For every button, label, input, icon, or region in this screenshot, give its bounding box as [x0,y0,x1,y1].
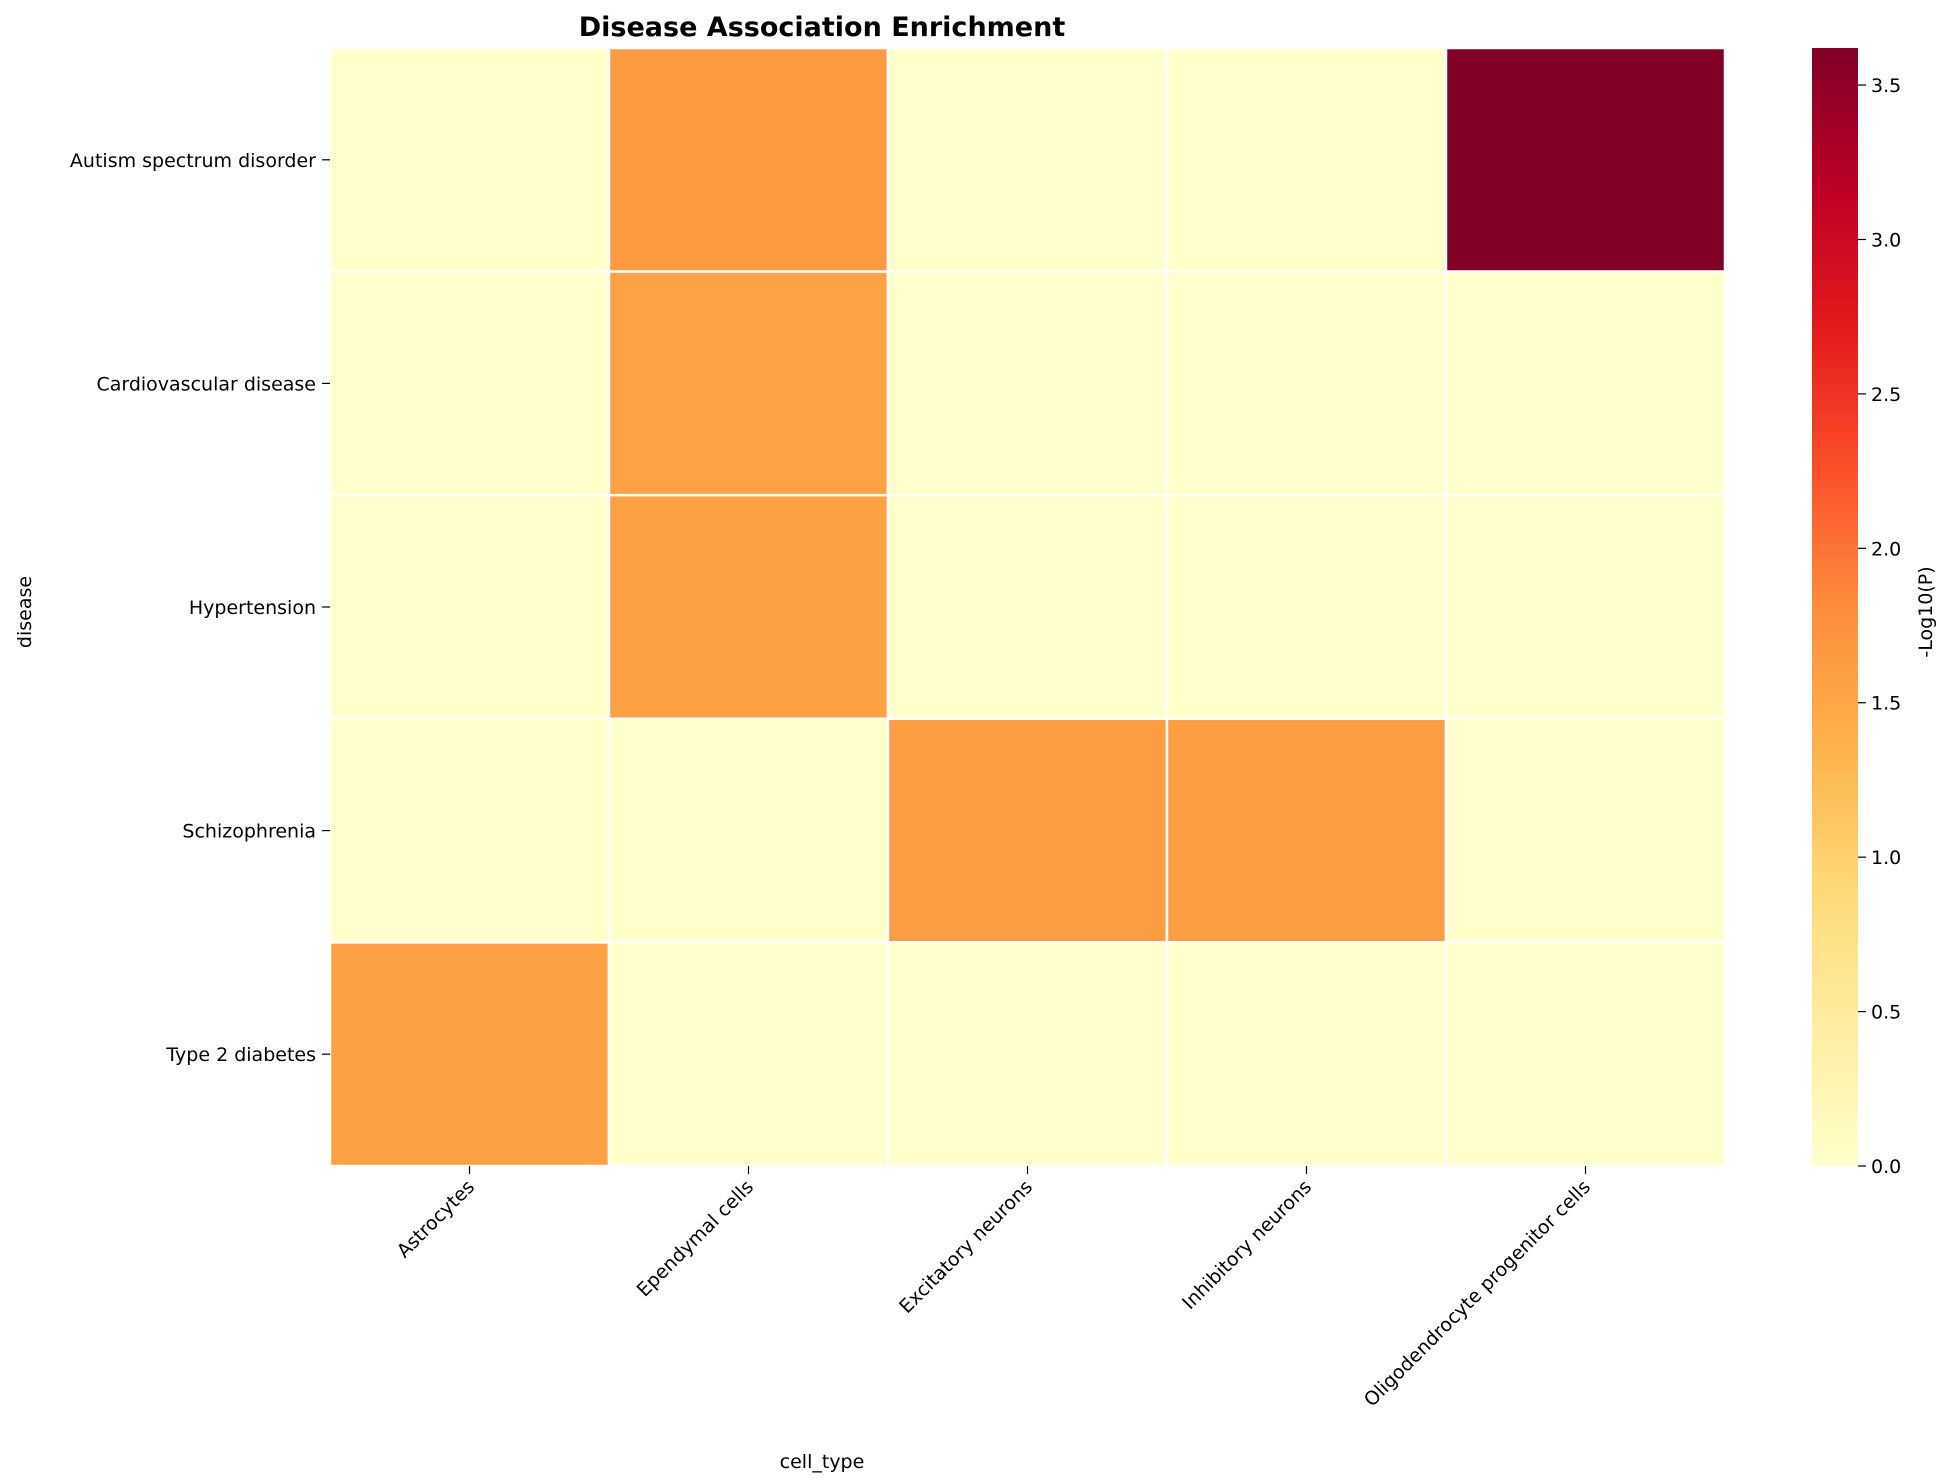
x-tick-label-oligodendrocyte-progenitor-cells: Oligodendrocyte progenitor cells [1360,1176,1595,1411]
x-axis-label: cell_type [780,1451,865,1473]
x-tick-label-astrocytes: Astrocytes [393,1176,479,1262]
heatmap-cell-type-2-diabetes-ependymal-cells [607,941,890,1168]
colorbar-tick-label: 0.5 [1871,1002,1901,1024]
x-tick-label-ependymal-cells: Ependymal cells [633,1176,758,1301]
heatmap-cell-type-2-diabetes-astrocytes [328,941,611,1168]
y-tick-label-type-2-diabetes: Type 2 diabetes [165,1044,316,1066]
heatmap-cell-hypertension-astrocytes [328,493,611,721]
heatmap-cell-type-2-diabetes-inhibitory-neurons [1165,941,1448,1168]
y-tick-label-schizophrenia: Schizophrenia [182,821,316,843]
heatmap-cell-cardiovascular-disease-excitatory-neurons [886,270,1169,497]
colorbar-tick-label: 3.0 [1871,229,1901,251]
heatmap-cell-cardiovascular-disease-ependymal-cells [607,270,890,497]
colorbar-ticks: 0.0 0.5 1.0 1.5 2.0 2.5 3.0 3.5 [1858,75,1901,1178]
heatmap-cell-autism-spectrum-disorder-inhibitory-neurons [1165,46,1448,273]
y-tick-label-cardiovascular-disease: Cardiovascular disease [96,373,316,395]
colorbar-tick-label: 2.0 [1871,538,1901,560]
heatmap-cell-schizophrenia-inhibitory-neurons [1165,717,1448,944]
heatmap-cell-schizophrenia-astrocytes [328,717,611,944]
chart-title: Disease Association Enrichment [579,12,1066,43]
heatmap-cell-cardiovascular-disease-oligodendrocyte-progenitor-cells [1444,270,1727,497]
colorbar: 0.0 0.5 1.0 1.5 2.0 2.5 3.0 3.5 -Log10(P) [1812,48,1937,1178]
x-tick-label-inhibitory-neurons: Inhibitory neurons [1178,1176,1316,1314]
heatmap-cell-hypertension-ependymal-cells [607,493,890,721]
y-tick-label-autism-spectrum-disorder: Autism spectrum disorder [70,150,316,172]
heatmap-cell-type-2-diabetes-excitatory-neurons [886,941,1169,1168]
colorbar-tick-label: 3.5 [1871,75,1901,97]
heatmap-cell-autism-spectrum-disorder-ependymal-cells [607,46,890,273]
heatmap-cell-type-2-diabetes-oligodendrocyte-progenitor-cells [1444,941,1727,1168]
heatmap-cell-autism-spectrum-disorder-astrocytes [328,46,611,273]
colorbar-tick-label: 2.5 [1871,384,1901,406]
heatmap-cell-cardiovascular-disease-inhibitory-neurons [1165,270,1448,497]
colorbar-tick-label: 1.5 [1871,693,1901,715]
y-axis-label: disease [14,576,36,648]
colorbar-label: -Log10(P) [1915,566,1937,657]
heatmap-cell-hypertension-inhibitory-neurons [1165,493,1448,721]
heatmap-cell-schizophrenia-excitatory-neurons [886,717,1169,944]
heatmap-cell-autism-spectrum-disorder-oligodendrocyte-progenitor-cells [1444,46,1727,273]
colorbar-tick-label: 1.0 [1871,847,1901,869]
heatmap-cell-autism-spectrum-disorder-excitatory-neurons [886,46,1169,273]
heatmap-cell-schizophrenia-ependymal-cells [607,717,890,944]
colorbar-gradient [1812,48,1858,1166]
y-tick-label-hypertension: Hypertension [189,597,316,619]
heatmap-cell-hypertension-oligodendrocyte-progenitor-cells [1444,493,1727,721]
colorbar-tick-label: 0.0 [1871,1156,1901,1178]
heatmap-cell-schizophrenia-oligodendrocyte-progenitor-cells [1444,717,1727,944]
heatmap-cell-hypertension-excitatory-neurons [886,493,1169,721]
heatmap-cells [328,46,1727,1168]
x-axis: Astrocytes Ependymal cells Excitatory neur… [393,1166,1595,1411]
x-tick-label-excitatory-neurons: Excitatory neurons [895,1176,1037,1318]
heatmap-cell-cardiovascular-disease-astrocytes [328,270,611,497]
y-axis: Autism spectrum disorder Cardiovascular d… [70,150,330,1066]
